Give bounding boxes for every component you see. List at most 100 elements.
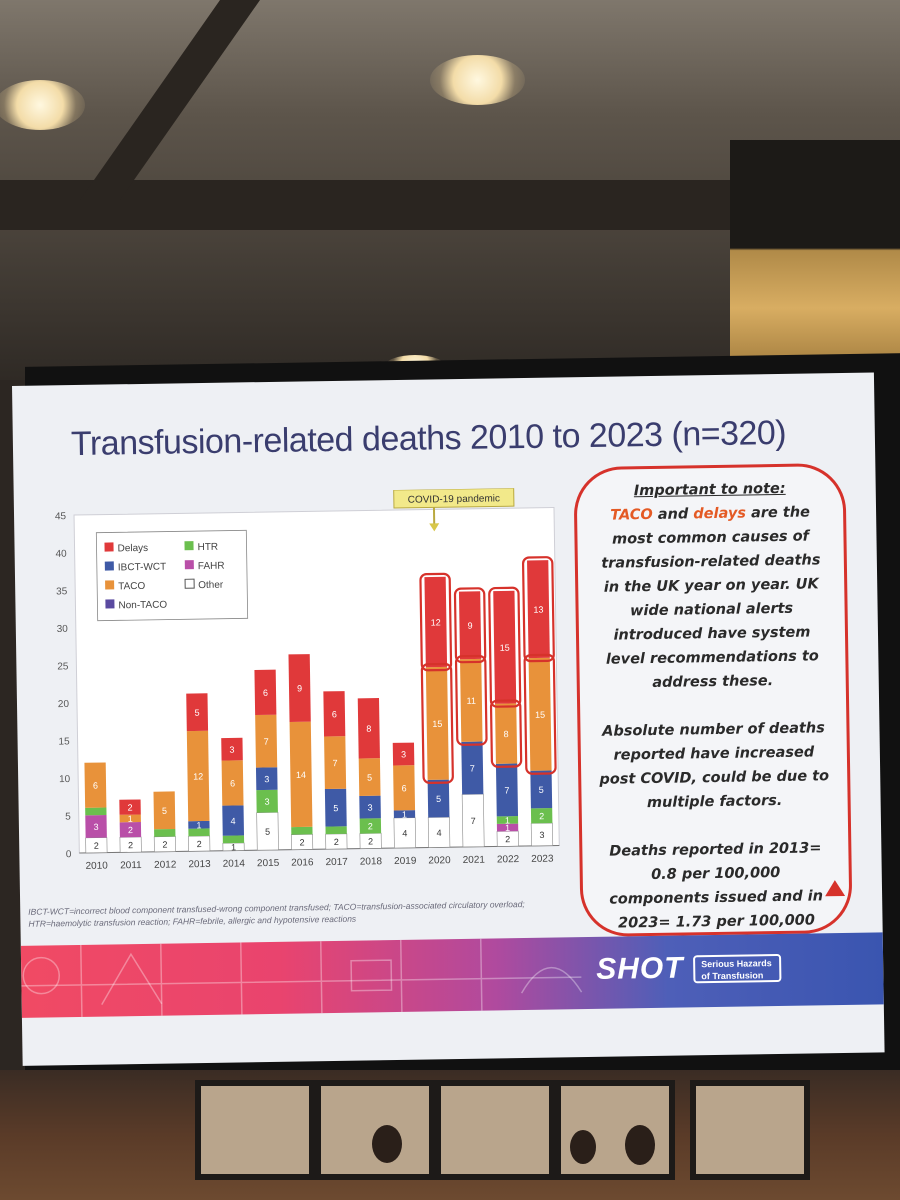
bar-segment-fahr bbox=[496, 823, 519, 832]
bar-segment-delays bbox=[424, 576, 448, 668]
bar-data-label: 5 bbox=[265, 827, 270, 837]
bar-segment-htr bbox=[188, 828, 210, 837]
shot-logo-badge: Serious Hazards of Transfusion bbox=[693, 953, 782, 984]
x-tick-label: 2010 bbox=[85, 861, 108, 872]
bar-data-label: 7 bbox=[471, 816, 476, 826]
bar-segment-fahr bbox=[119, 821, 142, 838]
bar-segment-other bbox=[188, 835, 211, 852]
bar-segment-delays bbox=[458, 591, 482, 660]
bar-segment-delays bbox=[119, 799, 141, 815]
bar-segment-htr bbox=[496, 816, 519, 824]
bar-segment-ibct-wct bbox=[255, 767, 278, 791]
back-window bbox=[315, 1080, 435, 1180]
legend-label: HTR bbox=[197, 542, 218, 553]
legend-swatch-other bbox=[184, 578, 195, 589]
bar-data-label: 5 bbox=[333, 803, 338, 813]
legend-label: IBCT-WCT bbox=[118, 562, 166, 574]
x-tick-label: 2015 bbox=[257, 858, 280, 869]
presentation-slide: Transfusion-related deaths 2010 to 2023 … bbox=[12, 372, 885, 1066]
legend-label: FAHR bbox=[198, 561, 225, 572]
bar-data-label: 9 bbox=[468, 621, 473, 631]
bar-segment-taco bbox=[324, 736, 347, 790]
legend-box bbox=[95, 529, 249, 622]
bar-segment-ibct-wct bbox=[427, 779, 450, 818]
callout-paragraph-1: TACO and delays are the most common caus… bbox=[595, 500, 828, 696]
legend-label: Delays bbox=[117, 543, 148, 554]
callout-paragraph-2: Absolute number of deaths reported have … bbox=[599, 720, 830, 812]
bar-data-label: 4 bbox=[402, 828, 407, 838]
shot-logo: SHOT bbox=[595, 951, 684, 986]
bar-data-label: 2 bbox=[368, 821, 373, 831]
bar-segment-ibct-wct bbox=[495, 763, 519, 817]
bar-data-label: 5 bbox=[367, 773, 372, 783]
legend-label: TACO bbox=[118, 581, 145, 592]
bar-data-label: 2 bbox=[94, 841, 99, 851]
bar-data-label: 5 bbox=[195, 708, 200, 718]
x-tick-label: 2018 bbox=[360, 856, 383, 867]
shot-badge-line-1: Serious Hazards bbox=[701, 958, 772, 970]
highlight-outline bbox=[453, 587, 487, 664]
banner-pattern bbox=[21, 938, 583, 1017]
x-tick-label: 2014 bbox=[223, 858, 246, 869]
shot-banner: SHOT Serious Hazards of Transfusion bbox=[20, 932, 884, 1018]
bar-segment-fahr bbox=[85, 815, 107, 838]
highlight-outline bbox=[419, 572, 453, 672]
bar-segment-delays bbox=[221, 737, 243, 761]
highlight-outline bbox=[523, 653, 557, 775]
bar-segment-taco bbox=[289, 721, 313, 828]
bar-data-label: 7 bbox=[264, 737, 269, 747]
bar-segment-htr bbox=[256, 789, 278, 813]
bar-segment-taco bbox=[84, 762, 107, 808]
ceiling-light bbox=[430, 55, 525, 105]
bar-segment-ibct-wct bbox=[188, 820, 210, 829]
legend-label: Other bbox=[198, 580, 224, 591]
bar-data-label: 6 bbox=[332, 709, 337, 719]
highlight-outline bbox=[420, 662, 454, 784]
covid-annotation-label: COVID-19 pandemic bbox=[408, 493, 500, 505]
back-window bbox=[690, 1080, 810, 1180]
bar-data-label: 15 bbox=[500, 643, 510, 653]
bar-data-label: 2 bbox=[505, 834, 510, 844]
bar-data-label: 1 bbox=[128, 814, 133, 824]
bar-data-label: 12 bbox=[431, 617, 441, 627]
bar-segment-taco bbox=[255, 714, 278, 768]
y-tick-label: 45 bbox=[55, 511, 67, 522]
bar-segment-htr bbox=[291, 826, 313, 835]
legend-swatch-taco bbox=[105, 580, 115, 590]
x-tick-label: 2012 bbox=[154, 859, 177, 870]
bar-data-label: 3 bbox=[368, 803, 373, 813]
bar-data-label: 15 bbox=[535, 710, 545, 720]
covid-annotation-arrowhead bbox=[429, 523, 440, 532]
bar-segment-ibct-wct bbox=[393, 810, 416, 819]
bar-segment-taco bbox=[528, 657, 552, 771]
bar-data-label: 1 bbox=[505, 823, 510, 833]
bar-data-label: 5 bbox=[162, 806, 167, 816]
highlight-outline bbox=[489, 699, 523, 768]
bar-data-label: 11 bbox=[467, 696, 476, 706]
bar-data-label: 14 bbox=[296, 770, 306, 780]
bar-segment-htr bbox=[530, 808, 553, 824]
legend-swatch-ibct-wct bbox=[104, 561, 114, 571]
bar-segment-taco bbox=[460, 658, 483, 742]
stacked-bar-chart: 0510152025303540452010236201122122012252… bbox=[55, 487, 560, 872]
shot-badge-line-2: of Transfusion bbox=[701, 970, 764, 982]
bar-segment-ibct-wct bbox=[461, 741, 484, 795]
room-column bbox=[730, 140, 900, 380]
x-tick-label: 2016 bbox=[291, 857, 314, 868]
y-tick-label: 20 bbox=[58, 699, 70, 710]
bar-segment-other bbox=[359, 832, 382, 849]
bar-segment-delays bbox=[493, 590, 517, 704]
bar-data-label: 2 bbox=[539, 811, 544, 821]
bar-segment-htr bbox=[85, 807, 107, 816]
bar-data-label: 2 bbox=[128, 840, 133, 850]
bar-segment-ibct-wct bbox=[359, 795, 381, 819]
bar-segment-taco bbox=[358, 758, 381, 797]
bar-segment-ibct-wct bbox=[324, 788, 347, 827]
bar-data-label: 1 bbox=[231, 842, 236, 852]
bar-data-label: 12 bbox=[193, 771, 203, 781]
bar-data-label: 4 bbox=[436, 828, 441, 838]
highlight-outline bbox=[488, 586, 522, 708]
y-tick-label: 15 bbox=[58, 736, 70, 747]
ceiling-light bbox=[0, 80, 85, 130]
bar-data-label: 4 bbox=[231, 816, 236, 826]
